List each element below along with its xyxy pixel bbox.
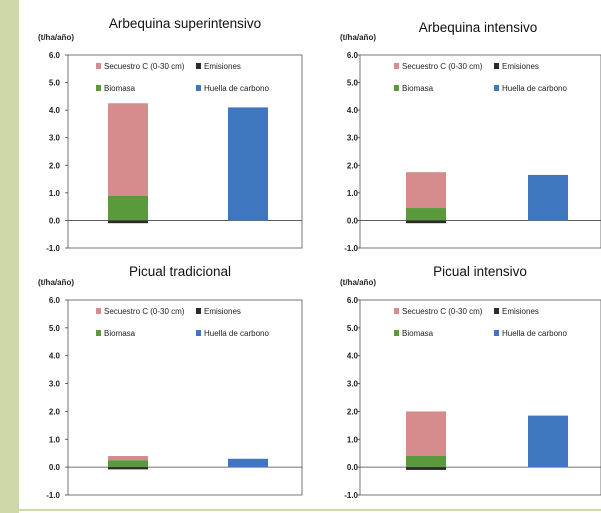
y-axis-unit-label: (t/ha/año)	[340, 33, 376, 42]
y-tick-label: 5.0	[347, 324, 359, 333]
legend-biomasa-swatch	[96, 330, 101, 336]
y-tick-label: -1.0	[344, 491, 358, 500]
legend-biomasa-swatch	[394, 85, 399, 91]
legend-huella-de-carbono-swatch	[196, 85, 201, 91]
bottom-rule	[19, 509, 601, 511]
y-tick-label: 1.0	[347, 189, 359, 198]
y-tick-label: 1.0	[49, 189, 61, 198]
plot-frame	[359, 54, 601, 249]
y-tick-label: 5.0	[347, 79, 359, 88]
legend-emisiones-swatch	[196, 63, 201, 69]
plot-frame	[359, 299, 601, 496]
legend-biomasa-label: Biomasa	[402, 329, 434, 338]
y-tick-label: -1.0	[344, 244, 358, 253]
y-tick-label: 0.0	[49, 216, 61, 225]
y-tick-label: 3.0	[49, 134, 61, 143]
bar-huella-de-carbono	[228, 107, 268, 221]
y-tick-label: 6.0	[347, 296, 359, 305]
legend-biomasa-label: Biomasa	[104, 329, 136, 338]
legend-emisiones-swatch	[494, 63, 499, 69]
bar-secuestro	[108, 456, 148, 461]
y-tick-label: 2.0	[347, 161, 359, 170]
bar-biomasa	[406, 456, 446, 468]
legend-secuestro-label: Secuestro C (0-30 cm)	[104, 307, 185, 316]
legend-huella-de-carbono-swatch	[494, 85, 499, 91]
y-tick-label: 4.0	[347, 106, 359, 115]
chart-title: Picual tradicional	[129, 264, 231, 279]
legend-huella-de-carbono-label: Huella de carbono	[502, 329, 567, 338]
chart-panel-2: Arbequina intensivo (t/ha/año) -1.0 0.0 1.0 2…	[340, 20, 601, 253]
legend-secuestro-swatch	[96, 308, 101, 314]
y-tick-label: 3.0	[347, 134, 359, 143]
y-tick-label: 0.0	[347, 463, 359, 472]
chart-panel-1: Arbequina superintensivo (t/ha/año) -1.0 0.…	[38, 16, 303, 253]
bar-biomasa	[406, 208, 446, 221]
legend-huella-de-carbono-swatch	[196, 330, 201, 336]
y-axis-unit-label: (t/ha/año)	[38, 278, 74, 287]
bar-emisiones	[108, 220, 148, 224]
y-tick-label: 0.0	[347, 216, 359, 225]
chart-panel-3: Picual tradicional (t/ha/año) -1.0 0.0 1.0 2.…	[38, 264, 303, 500]
y-tick-label: 6.0	[347, 51, 359, 60]
bar-secuestro	[108, 103, 148, 196]
y-tick-label: 3.0	[49, 380, 61, 389]
y-tick-label: 2.0	[49, 407, 61, 416]
bar-huella-de-carbono	[528, 415, 568, 468]
legend-secuestro-swatch	[394, 308, 399, 314]
bar-biomasa	[108, 460, 148, 468]
y-tick-label: 2.0	[49, 161, 61, 170]
y-tick-label: 4.0	[347, 352, 359, 361]
bar-biomasa	[108, 195, 148, 221]
chart-title: Picual intensivo	[433, 264, 527, 279]
legend-secuestro-label: Secuestro C (0-30 cm)	[402, 62, 483, 71]
legend-biomasa-swatch	[96, 85, 101, 91]
y-tick-label: 0.0	[49, 463, 61, 472]
bar-emisiones	[406, 467, 446, 470]
legend-secuestro-swatch	[394, 63, 399, 69]
y-tick-label: 1.0	[347, 435, 359, 444]
legend-huella-de-carbono-label: Huella de carbono	[204, 84, 269, 93]
accent-bar	[0, 0, 19, 513]
legend-biomasa-swatch	[394, 330, 399, 336]
legend-emisiones-swatch	[494, 308, 499, 314]
y-tick-label: -1.0	[46, 244, 60, 253]
y-tick-label: 3.0	[347, 380, 359, 389]
bar-huella-de-carbono	[528, 174, 568, 221]
chart-title: Arbequina intensivo	[419, 20, 538, 35]
legend-secuestro-swatch	[96, 63, 101, 69]
legend-emisiones-label: Emisiones	[502, 62, 539, 71]
legend-biomasa-label: Biomasa	[104, 84, 136, 93]
plot-frame	[67, 299, 303, 496]
y-axis-unit-label: (t/ha/año)	[38, 33, 74, 42]
bar-secuestro	[406, 172, 446, 209]
legend-secuestro-label: Secuestro C (0-30 cm)	[402, 307, 483, 316]
y-tick-label: 2.0	[347, 407, 359, 416]
legend-secuestro-label: Secuestro C (0-30 cm)	[104, 62, 185, 71]
y-axis-unit-label: (t/ha/año)	[340, 278, 376, 287]
y-tick-label: 5.0	[49, 324, 61, 333]
y-tick-label: -1.0	[46, 491, 60, 500]
bar-secuestro	[406, 411, 446, 456]
legend-emisiones-label: Emisiones	[204, 62, 241, 71]
y-tick-label: 4.0	[49, 352, 61, 361]
bar-huella-de-carbono	[228, 458, 268, 468]
legend-emisiones-label: Emisiones	[502, 307, 539, 316]
legend-emisiones-swatch	[196, 308, 201, 314]
y-tick-label: 1.0	[49, 435, 61, 444]
y-tick-label: 6.0	[49, 296, 61, 305]
y-tick-label: 4.0	[49, 106, 61, 115]
legend-huella-de-carbono-label: Huella de carbono	[204, 329, 269, 338]
bar-emisiones	[108, 467, 148, 470]
y-tick-label: 6.0	[49, 51, 61, 60]
legend-emisiones-label: Emisiones	[204, 307, 241, 316]
y-tick-label: 5.0	[49, 79, 61, 88]
bar-emisiones	[406, 220, 446, 224]
legend-huella-de-carbono-swatch	[494, 330, 499, 336]
chart-panel-4: Picual intensivo (t/ha/año) -1.0 0.0 1.0 2.0 3…	[340, 264, 601, 500]
plot-frame	[67, 54, 303, 249]
legend-biomasa-label: Biomasa	[402, 84, 434, 93]
legend-huella-de-carbono-label: Huella de carbono	[502, 84, 567, 93]
chart-title: Arbequina superintensivo	[109, 16, 261, 31]
